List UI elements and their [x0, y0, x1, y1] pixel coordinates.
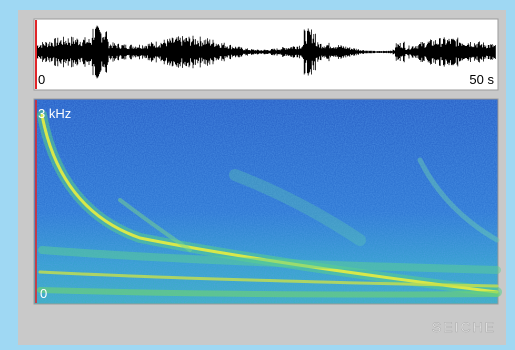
freq-min-label: 0: [40, 286, 47, 301]
spectrogram-noise: [35, 100, 497, 303]
app-window: 0 50 s 3 kHz 0 SEICHE: [0, 0, 515, 345]
freq-max-label: 3 kHz: [38, 106, 71, 121]
viewer: 0 50 s 3 kHz 0 SEICHE: [0, 0, 515, 345]
time-end-label: 50 s: [469, 72, 494, 87]
brand-logo: SEICHE: [432, 319, 496, 335]
time-start-label: 0: [38, 72, 45, 87]
